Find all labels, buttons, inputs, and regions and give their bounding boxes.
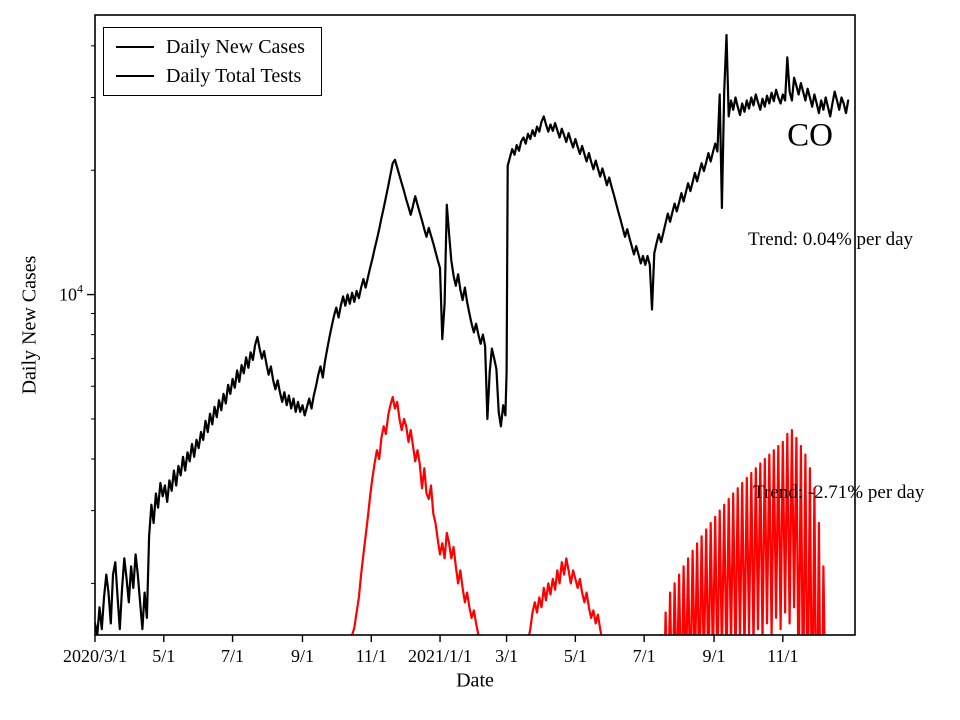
x-tick-label: 2020/3/1 bbox=[63, 646, 127, 666]
legend-label-daily-new-cases: Daily New Cases bbox=[166, 36, 305, 58]
series-group bbox=[95, 33, 850, 635]
region-label: CO bbox=[787, 117, 833, 154]
axes-box bbox=[94, 14, 856, 636]
trend-annotation-cases: Trend: -2.71% per day bbox=[753, 482, 925, 503]
x-tick-label: 3/1 bbox=[495, 646, 518, 666]
y-tick-label: 104 bbox=[59, 282, 83, 305]
x-tick-label: 7/1 bbox=[221, 646, 244, 666]
y-axis-label: Daily New Cases bbox=[18, 255, 41, 395]
x-tick-label: 11/1 bbox=[767, 646, 798, 666]
x-tick-label: 5/1 bbox=[152, 646, 175, 666]
series-line-daily-new-cases bbox=[350, 395, 826, 635]
x-axis-label: Date bbox=[456, 669, 494, 692]
x-tick-label: 9/1 bbox=[291, 646, 314, 666]
x-tick-label: 9/1 bbox=[703, 646, 726, 666]
red-line-sample-icon bbox=[116, 46, 154, 48]
legend-label-daily-total-tests: Daily Total Tests bbox=[166, 65, 302, 87]
legend-item-daily-total-tests: Daily Total Tests bbox=[116, 66, 305, 86]
series-line-daily-total-tests bbox=[95, 33, 850, 635]
x-tick-label: 2021/1/1 bbox=[408, 646, 472, 666]
black-line-sample-icon bbox=[116, 75, 154, 77]
x-tick-label: 7/1 bbox=[633, 646, 656, 666]
x-tick-label: 11/1 bbox=[356, 646, 387, 666]
x-tick-label: 5/1 bbox=[564, 646, 587, 666]
trend-annotation-tests: Trend: 0.04% per day bbox=[748, 229, 913, 250]
legend-item-daily-new-cases: Daily New Cases bbox=[116, 37, 305, 57]
legend: Daily New Cases Daily Total Tests bbox=[103, 27, 322, 96]
